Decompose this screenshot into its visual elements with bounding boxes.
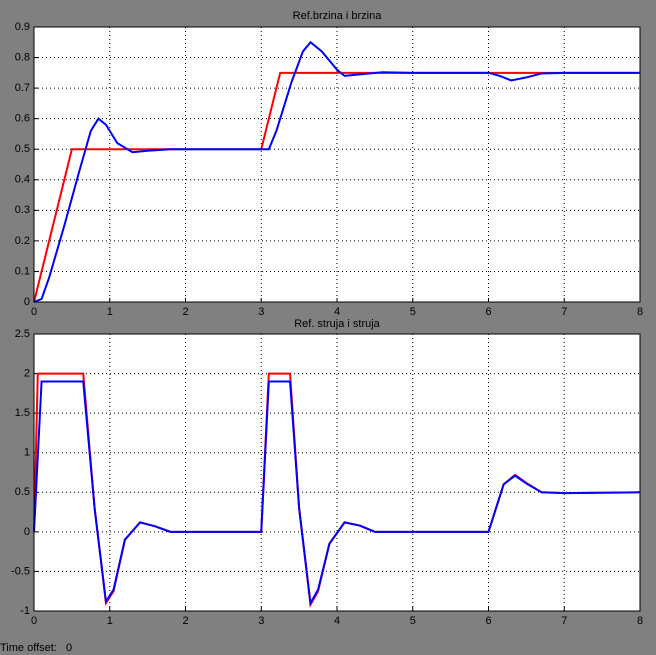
x-tick-label: 4 <box>334 306 340 318</box>
x-tick-label: 1 <box>107 615 113 627</box>
y-tick-label: 0 <box>24 526 30 538</box>
x-tick-label: 7 <box>561 306 567 318</box>
y-tick-label: 0.1 <box>15 265 30 277</box>
y-tick-label: 2 <box>24 367 30 379</box>
y-tick-label: 0.2 <box>15 235 30 247</box>
chart-title: Ref.brzina i brzina <box>293 10 383 22</box>
x-tick-label: 3 <box>258 306 264 318</box>
time-offset-value: 0 <box>66 642 72 654</box>
y-tick-label: 0.7 <box>15 82 30 94</box>
y-tick-label: 0 <box>24 296 30 308</box>
y-tick-label: 0.5 <box>15 143 30 155</box>
plot-area <box>34 334 640 611</box>
y-tick-label: -1 <box>20 605 30 617</box>
x-tick-label: 8 <box>637 306 643 318</box>
time-offset-label: Time offset: <box>0 642 57 654</box>
y-tick-label: 2.5 <box>15 328 30 340</box>
x-tick-label: 4 <box>334 615 340 627</box>
x-tick-label: 1 <box>107 306 113 318</box>
plot-border <box>33 333 641 612</box>
x-tick-label: 5 <box>410 615 416 627</box>
y-tick-label: 0.3 <box>15 204 30 216</box>
x-tick-label: 6 <box>485 306 491 318</box>
data-line <box>33 40 640 303</box>
chart-title: Ref. struja i struja <box>294 318 380 330</box>
y-tick-label: 0.4 <box>15 174 30 186</box>
y-tick-label: 0.5 <box>15 486 30 498</box>
y-tick-label: 0.8 <box>15 51 30 63</box>
plot-border <box>33 26 641 303</box>
x-tick-label: 6 <box>485 615 491 627</box>
x-tick-label: 3 <box>258 615 264 627</box>
y-tick-label: 1 <box>24 447 30 459</box>
x-tick-label: 0 <box>31 615 37 627</box>
x-tick-label: 8 <box>637 615 643 627</box>
x-tick-label: 2 <box>182 306 188 318</box>
y-tick-label: 0.9 <box>15 21 30 33</box>
x-tick-label: 5 <box>410 306 416 318</box>
y-tick-label: 0.6 <box>15 113 30 125</box>
x-tick-label: 0 <box>31 306 37 318</box>
data-line <box>33 380 641 607</box>
y-tick-label: 1.5 <box>15 407 30 419</box>
x-tick-label: 2 <box>182 615 188 627</box>
x-tick-label: 7 <box>561 615 567 627</box>
y-tick-label: -0.5 <box>11 565 30 577</box>
